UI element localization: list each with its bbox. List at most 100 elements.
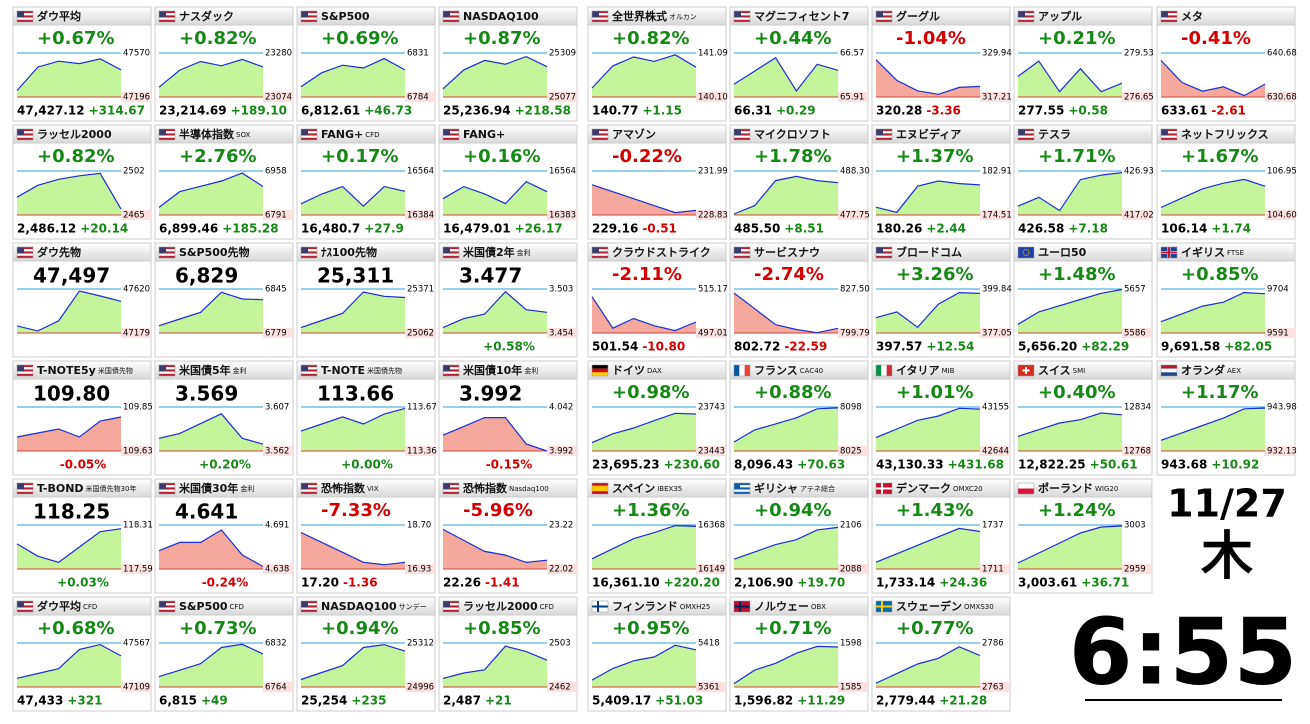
flag-part — [592, 491, 608, 494]
change: +0.85% — [463, 618, 541, 639]
flag-border — [442, 128, 460, 141]
big-value: 3.477 — [459, 264, 522, 288]
flag-part — [443, 247, 459, 250]
hi-label: 12834 — [1124, 403, 1151, 413]
flag-part — [592, 133, 608, 136]
flag-part — [592, 11, 599, 17]
lo-label-bg — [980, 682, 1010, 692]
flag-border — [1160, 10, 1178, 23]
lo-label-bg — [263, 446, 293, 456]
big-value: 3.569 — [175, 382, 238, 406]
flag-part — [301, 603, 317, 606]
lo-label-bg — [980, 446, 1010, 456]
lo-label: 42644 — [982, 447, 1009, 457]
diff: -2.61 — [1211, 104, 1246, 118]
tile-name: 米国債30年 — [178, 481, 238, 495]
lo-label-bg — [121, 446, 151, 456]
lo-label: 104.60 — [1267, 211, 1297, 221]
tile-name: フランス — [754, 364, 798, 377]
flag-part — [301, 247, 308, 253]
flag-part — [443, 255, 459, 258]
change: +1.71% — [1038, 146, 1116, 167]
tile-header — [1156, 124, 1296, 144]
flag-part — [17, 367, 33, 370]
flag-part — [159, 367, 175, 370]
tile: ノルウェー OBX 1598 1585 +0.71% 1,596.82 +11.29 — [729, 596, 869, 712]
flag-part — [159, 609, 175, 612]
flag-border — [300, 364, 318, 377]
flag-part — [1018, 137, 1034, 140]
flag-part — [17, 605, 33, 608]
flag-part — [159, 483, 166, 489]
price: 12,822.25 — [1018, 458, 1086, 472]
tile-header — [729, 124, 869, 144]
lo-label: 65.91 — [840, 93, 864, 103]
flag-part — [1018, 135, 1034, 138]
tile-header — [296, 242, 436, 262]
lo-label: 140.10 — [698, 93, 728, 103]
change: +0.00% — [341, 458, 393, 472]
tile-name: イギリス — [1181, 245, 1225, 259]
spark-area — [592, 296, 696, 333]
flag-part — [443, 131, 459, 134]
lo-label-bg — [121, 564, 151, 574]
hi-label: 47570 — [123, 49, 150, 59]
flag-part — [17, 131, 33, 134]
price: 3,003.61 — [1018, 576, 1077, 590]
tile-header — [296, 596, 436, 616]
change: -1.04% — [896, 28, 966, 49]
tile-header — [587, 6, 727, 26]
spark-line — [300, 291, 406, 329]
spark-line — [442, 645, 548, 679]
tile-name: ラッセル2000 — [37, 128, 112, 141]
flag-part — [159, 133, 175, 136]
flag-part — [886, 365, 892, 376]
flag-part — [17, 483, 33, 486]
price: 1,596.82 — [734, 694, 793, 708]
flag-part — [876, 11, 892, 14]
change: +0.69% — [321, 28, 399, 49]
spark-area — [734, 527, 838, 569]
price: 5,656.20 — [1018, 340, 1077, 354]
lo-label-bg — [838, 682, 868, 692]
spark-area — [876, 408, 980, 451]
flag-part — [17, 137, 33, 140]
change: +0.88% — [754, 382, 832, 403]
flag-part — [592, 485, 608, 489]
change: -2.74% — [754, 264, 824, 285]
flag-border — [1017, 246, 1035, 259]
lo-label: 417.02 — [1124, 211, 1154, 221]
spark-line — [733, 407, 839, 443]
tile-name: マイクロソフト — [754, 128, 831, 141]
tile-name: T-NOTE5y — [37, 364, 96, 377]
lo-label: 317.21 — [982, 93, 1012, 103]
spark-line — [442, 417, 548, 452]
spark-line — [1017, 288, 1123, 325]
spark-line — [300, 57, 406, 88]
change: +0.82% — [37, 146, 115, 167]
spark-area — [159, 644, 263, 687]
spark-line — [1017, 172, 1123, 212]
hi-label: 9704 — [1267, 285, 1289, 295]
lo-label-bg — [1265, 92, 1295, 102]
flag-part — [1161, 368, 1177, 373]
tile: ラッセル2000 2502 2465 +0.82% 2,486.12 +20.14 — [12, 124, 152, 240]
spark-line — [875, 407, 981, 439]
tile-header — [12, 6, 152, 26]
flag-part — [159, 253, 175, 256]
flag-part — [592, 365, 608, 369]
flag-part — [159, 485, 175, 488]
tile-tag: MIB — [942, 367, 955, 375]
flag-part — [17, 483, 24, 489]
flag-border — [1017, 364, 1035, 377]
flag-part — [159, 137, 175, 140]
tile-name: ポーランド — [1038, 481, 1093, 495]
spark-line — [442, 55, 548, 90]
flag-border — [158, 482, 176, 495]
hi-label: 488.30 — [840, 167, 870, 177]
flag-part — [301, 17, 317, 20]
spark-area — [17, 173, 121, 215]
flag-part — [17, 13, 33, 16]
tile-name: 米国債5年 — [178, 363, 231, 377]
hi-label: 279.53 — [1124, 49, 1154, 59]
